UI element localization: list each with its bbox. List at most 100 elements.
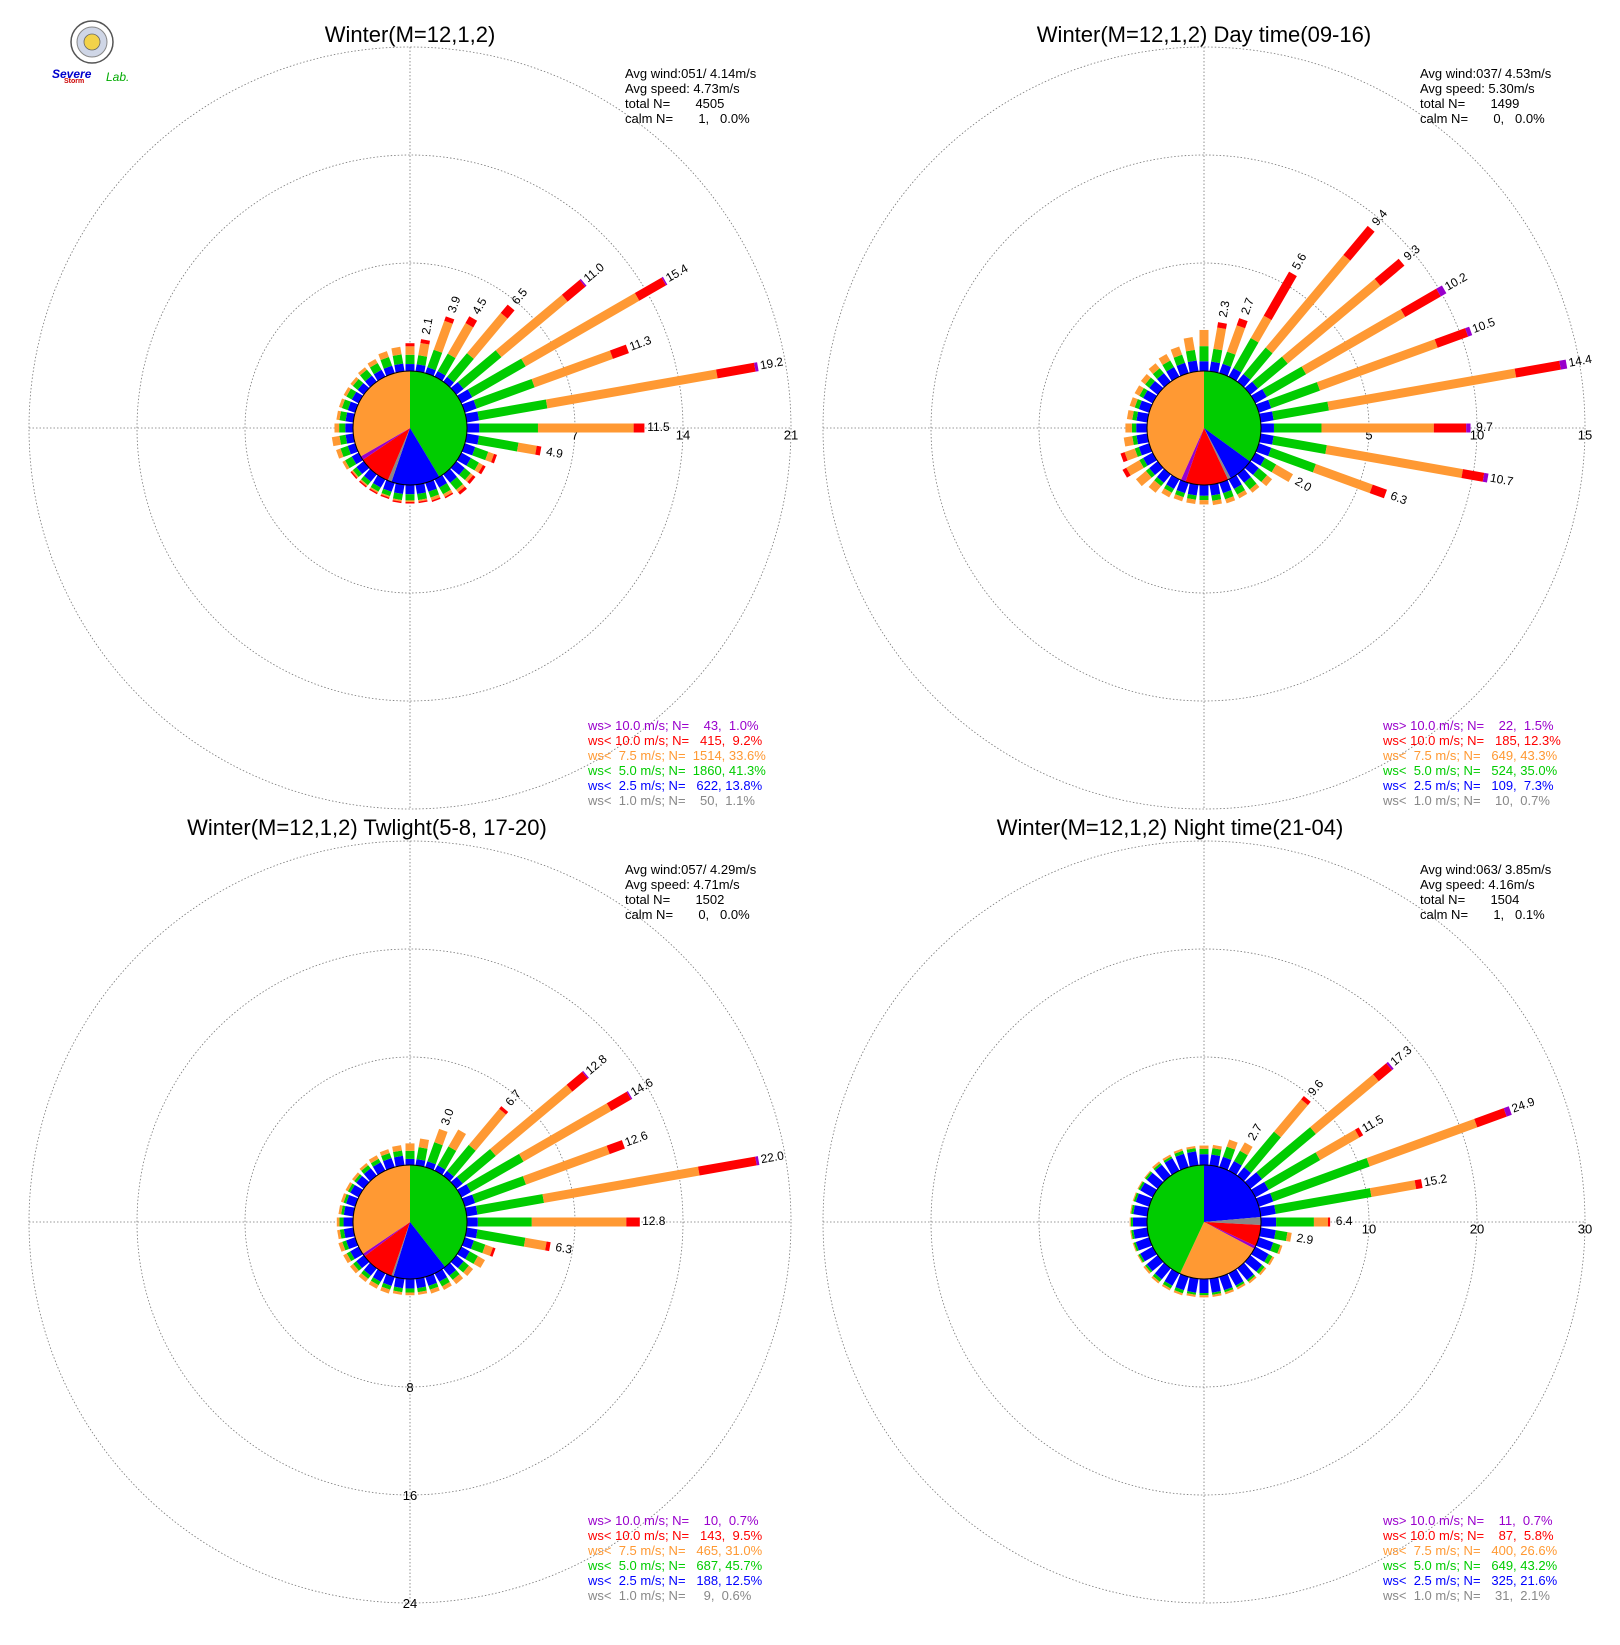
bar-segment-lt7_5 xyxy=(463,1265,474,1276)
bar-segment-lt2_5 xyxy=(1146,1255,1164,1272)
bar-segment-lt7_5 xyxy=(1301,309,1406,375)
bar-segment-lt2_5 xyxy=(1140,1246,1157,1262)
wind-rose-panel: 7 14 21 2.1 3.9 4.5 6.5 11.0 15.4 11.3 19.2 11.5 4.9… xyxy=(28,22,798,810)
stats-line: Avg speed: 5.30m/s xyxy=(1420,81,1535,96)
bar-segment-lt2_5 xyxy=(1209,1277,1221,1293)
bar-segment-lt7_5 xyxy=(340,1193,347,1203)
bar-segment-lt5 xyxy=(437,1146,457,1170)
bar-segment-lt2_5 xyxy=(1237,1262,1254,1281)
bar-segment-lt7_5 xyxy=(1173,1148,1183,1154)
legend-entry-gt10: ws> 10.0 m/s; N= 10, 0.7% xyxy=(587,1513,759,1528)
bar-segment-lt7_5 xyxy=(1271,464,1294,482)
bar-value-label: 12.8 xyxy=(583,1052,610,1078)
ring-gridline xyxy=(28,46,792,810)
bar-segment-lt7_5 xyxy=(1186,1145,1196,1150)
legend-entry-lt1: ws< 1.0 m/s; N= 9, 0.6% xyxy=(587,1588,752,1603)
direction-bar xyxy=(1244,1255,1267,1276)
direction-bar xyxy=(350,461,370,479)
bar-segment-lt5 xyxy=(339,411,348,422)
pie-slice-gt10 xyxy=(1180,428,1204,482)
bar-segment-lt5 xyxy=(1211,493,1222,501)
bar-segment-lt7_5 xyxy=(1227,325,1246,355)
bar-segment-lt5 xyxy=(1211,348,1223,364)
bar-segment-lt10 xyxy=(420,339,430,345)
direction-bar xyxy=(467,423,645,433)
legend-entry-lt2_5: ws< 2.5 m/s; N= 109, 7.3% xyxy=(1382,778,1554,793)
legend-entry-lt10: ws< 10.0 m/s; N= 415, 9.2% xyxy=(587,733,763,748)
bar-segment-lt10 xyxy=(491,453,497,464)
bar-segment-lt2_5 xyxy=(1219,363,1232,376)
bar-segment-lt7_5 xyxy=(523,1237,547,1251)
bar-segment-lt7_5 xyxy=(359,1163,369,1171)
bar-segment-lt7_5 xyxy=(1199,1145,1209,1149)
bar-segment-lt7_5 xyxy=(1273,1099,1308,1138)
direction-bar xyxy=(415,1277,428,1295)
bar-value-label: 10.2 xyxy=(1442,270,1470,294)
bar-segment-lt2_5 xyxy=(415,364,426,373)
bar-segment-lt7_5 xyxy=(1267,1256,1275,1266)
bar-segment-lt7_5 xyxy=(1143,1265,1151,1274)
bar-segment-gt10 xyxy=(1436,285,1447,297)
bar-segment-lt2_5 xyxy=(1136,411,1149,423)
bar-segment-lt5 xyxy=(1163,1156,1173,1163)
bar-segment-lt7_5 xyxy=(358,1273,369,1283)
direction-bar xyxy=(1251,452,1294,482)
bar-segment-lt7_5 xyxy=(1313,1217,1328,1227)
bar-segment-lt5 xyxy=(343,1194,350,1204)
legend-entry-lt2_5: ws< 2.5 m/s; N= 622, 13.8% xyxy=(587,778,763,793)
bar-segment-lt5 xyxy=(361,1165,371,1174)
bar-segment-lt7_5 xyxy=(392,1145,402,1153)
direction-bar xyxy=(358,367,377,388)
bar-segment-lt5 xyxy=(1131,423,1137,433)
pie-slice-lt7_5 xyxy=(1179,1222,1255,1279)
bar-segment-lt5 xyxy=(457,350,502,389)
bar-segment-lt7_5 xyxy=(1315,1129,1360,1161)
bar-segment-lt7_5 xyxy=(418,342,430,357)
bar-segment-lt5 xyxy=(392,354,404,366)
bar-segment-lt7_5 xyxy=(1199,1295,1209,1298)
bar-segment-lt2_5 xyxy=(462,443,476,456)
bar-segment-lt10 xyxy=(1369,484,1387,499)
bar-value-label: 22.0 xyxy=(760,1148,786,1166)
bar-segment-lt5 xyxy=(1145,1264,1153,1273)
bar-segment-lt7_5 xyxy=(1129,397,1138,408)
bar-segment-lt2_5 xyxy=(347,443,358,455)
bar-segment-lt7_5 xyxy=(343,1253,352,1264)
bar-segment-lt7_5 xyxy=(495,294,568,358)
bar-segment-lt5 xyxy=(1130,1217,1133,1227)
bar-segment-lt5 xyxy=(1274,1230,1288,1242)
bar-value-label: 2.7 xyxy=(1238,296,1257,317)
legend-entry-lt10: ws< 10.0 m/s; N= 143, 9.5% xyxy=(587,1528,763,1543)
direction-bar xyxy=(1251,1127,1364,1198)
bar-segment-lt2_5 xyxy=(1138,400,1152,413)
bar-segment-lt10 xyxy=(606,1140,625,1155)
direction-bar xyxy=(1126,410,1149,423)
bar-segment-lt5 xyxy=(1186,1291,1197,1295)
bar-segment-lt7_5 xyxy=(418,498,428,502)
bar-segment-gt10 xyxy=(661,276,668,286)
bar-segment-lt5 xyxy=(352,378,364,390)
bar-segment-lt7_5 xyxy=(519,1103,612,1162)
pie-slice-gt10 xyxy=(362,1222,410,1257)
bar-segment-lt7_5 xyxy=(1130,1230,1133,1240)
bar-segment-lt7_5 xyxy=(1132,1192,1137,1202)
bar-segment-lt7_5 xyxy=(336,410,341,421)
bar-segment-lt7_5 xyxy=(417,1290,428,1295)
direction-bar xyxy=(1183,337,1199,373)
bar-segment-lt2_5 xyxy=(1209,1154,1221,1167)
bar-segment-lt10 xyxy=(1374,258,1405,286)
direction-bar xyxy=(1259,1227,1292,1242)
bar-segment-lt5 xyxy=(466,1153,524,1192)
bar-segment-lt7_5 xyxy=(1310,1074,1379,1134)
bar-segment-lt7_5 xyxy=(1224,1289,1235,1295)
direction-bar xyxy=(1130,1204,1149,1217)
bar-segment-lt10 xyxy=(380,494,390,500)
bar-segment-lt5 xyxy=(361,1270,371,1279)
bar-segment-lt5 xyxy=(405,1288,415,1293)
bar-segment-lt2_5 xyxy=(345,423,353,433)
direction-bar xyxy=(337,1227,355,1240)
bar-segment-lt2_5 xyxy=(343,1206,355,1217)
bar-segment-lt5 xyxy=(458,1261,469,1273)
bar-segment-lt5 xyxy=(360,475,371,486)
